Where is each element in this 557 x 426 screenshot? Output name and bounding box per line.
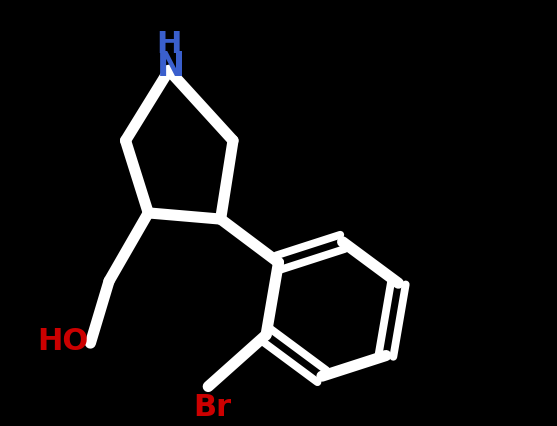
Text: HO: HO xyxy=(37,327,89,356)
Text: N: N xyxy=(157,50,185,83)
Text: H: H xyxy=(157,30,182,59)
Text: Br: Br xyxy=(193,393,231,422)
